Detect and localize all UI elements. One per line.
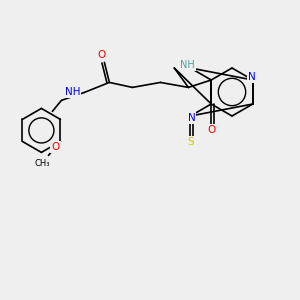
Text: NH: NH — [64, 87, 80, 98]
Text: N: N — [248, 72, 256, 82]
Text: S: S — [187, 137, 194, 147]
Text: N: N — [188, 113, 195, 123]
Text: O: O — [51, 142, 60, 152]
Text: O: O — [97, 50, 106, 60]
Text: O: O — [207, 125, 215, 135]
Text: NH: NH — [180, 60, 195, 70]
Text: CH₃: CH₃ — [35, 159, 50, 168]
